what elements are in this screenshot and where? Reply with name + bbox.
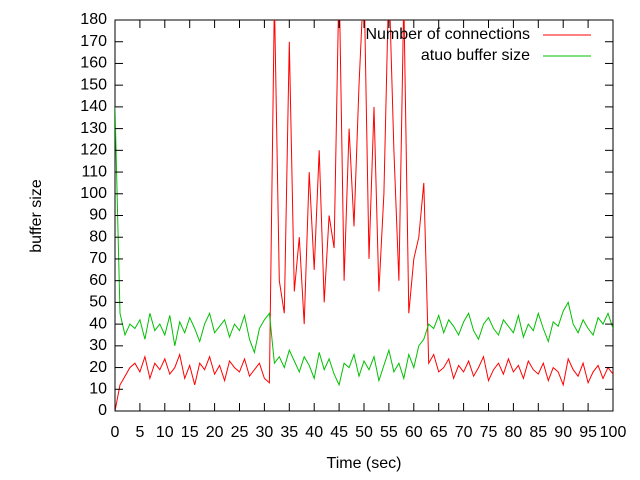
- x-tick-label: 65: [430, 424, 448, 441]
- y-tick-label: 100: [80, 185, 107, 202]
- y-tick-label: 0: [98, 402, 107, 419]
- x-axis-label: Time (sec): [327, 455, 402, 472]
- y-tick-label: 140: [80, 98, 107, 115]
- x-tick-label: 40: [305, 424, 323, 441]
- y-tick-label: 90: [89, 207, 107, 224]
- y-tick-label: 150: [80, 76, 107, 93]
- x-tick-label: 85: [529, 424, 547, 441]
- y-tick-label: 40: [89, 315, 107, 332]
- x-tick-label: 50: [355, 424, 373, 441]
- x-tick-label: 0: [111, 424, 120, 441]
- y-tick-label: 130: [80, 120, 107, 137]
- y-tick-label: 80: [89, 228, 107, 245]
- x-tick-label: 55: [380, 424, 398, 441]
- y-tick-label: 160: [80, 55, 107, 72]
- plot-lines: [115, 20, 613, 411]
- x-tick-label: 20: [206, 424, 224, 441]
- legend-label: Number of connections: [365, 26, 530, 43]
- x-tick-label: 90: [554, 424, 572, 441]
- x-tick-label: 10: [156, 424, 174, 441]
- y-tick-label: 10: [89, 380, 107, 397]
- series-line: [115, 20, 613, 411]
- x-tick-label: 75: [480, 424, 498, 441]
- y-tick-label: 50: [89, 294, 107, 311]
- y-tick-label: 180: [80, 11, 107, 28]
- y-tick-label: 170: [80, 33, 107, 50]
- legend-label: atuo buffer size: [421, 47, 530, 64]
- x-tick-label: 70: [455, 424, 473, 441]
- x-tick-label: 35: [280, 424, 298, 441]
- x-tick-label: 95: [579, 424, 597, 441]
- y-tick-label: 20: [89, 359, 107, 376]
- y-tick-label: 120: [80, 142, 107, 159]
- x-tick-label: 100: [600, 424, 627, 441]
- y-tick-label: 30: [89, 337, 107, 354]
- x-tick-label: 60: [405, 424, 423, 441]
- x-tick-label: 45: [330, 424, 348, 441]
- plot-frame: [114, 19, 614, 412]
- x-tick-label: 25: [231, 424, 249, 441]
- y-tick-label: 60: [89, 272, 107, 289]
- series-line: [115, 106, 613, 387]
- y-tick-label: 110: [81, 163, 107, 180]
- x-tick-label: 80: [505, 424, 523, 441]
- x-tick-label: 15: [181, 424, 199, 441]
- x-tick-label: 30: [256, 424, 274, 441]
- y-axis-label: buffer size: [28, 179, 45, 253]
- y-tick-label: 70: [89, 250, 107, 267]
- x-tick-label: 5: [135, 424, 144, 441]
